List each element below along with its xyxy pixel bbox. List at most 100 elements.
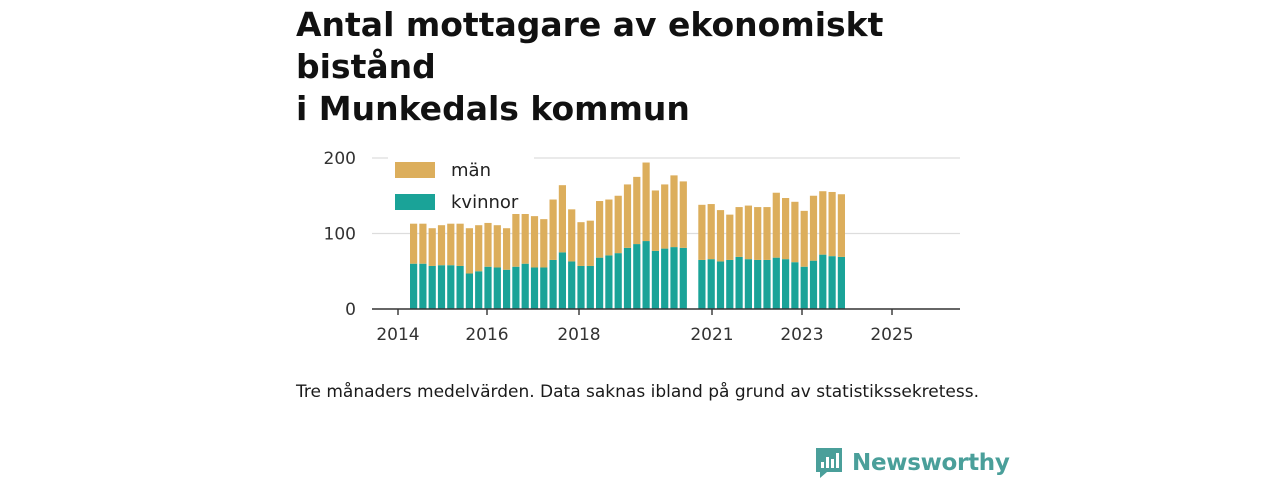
bar-kvinnor (819, 254, 827, 309)
bar-man (782, 198, 790, 260)
bar-man (605, 199, 613, 256)
bar-man (568, 209, 576, 262)
bar-man (716, 210, 725, 262)
bar-man (707, 204, 715, 260)
bar-man (809, 195, 818, 261)
bar-kvinnor (428, 265, 436, 309)
bar-man (614, 195, 622, 254)
bar-kvinnor (410, 263, 418, 309)
bar-man (437, 225, 446, 266)
bar-man (661, 184, 669, 249)
bar-man (800, 210, 808, 267)
bar-man (549, 199, 557, 260)
bar-man (521, 210, 529, 264)
bar-man (772, 192, 780, 258)
x-tick-label: 2014 (376, 325, 419, 345)
brand-name: Newsworthy (852, 450, 1010, 476)
x-tick-label: 2021 (690, 325, 733, 345)
bar-kvinnor (754, 259, 762, 309)
bar-kvinnor (698, 259, 706, 309)
chart-title: Antal mottagare av ekonomiskt bistånd i … (296, 4, 1016, 130)
bar-kvinnor (726, 259, 734, 309)
y-tick-label: 100 (324, 225, 356, 245)
bar-man (419, 223, 427, 264)
bar-man (698, 204, 706, 260)
y-tick-label: 0 (345, 300, 356, 320)
bar-man (670, 175, 678, 248)
bar-kvinnor (716, 261, 725, 309)
bar-man (837, 194, 845, 257)
bar-kvinnor (530, 267, 539, 309)
bar-kvinnor (651, 250, 659, 309)
legend-swatch (395, 194, 435, 210)
bar-kvinnor (549, 259, 557, 309)
bar-man (763, 207, 771, 260)
bar-kvinnor (437, 265, 446, 309)
bar-kvinnor (670, 247, 678, 309)
axes: 0 100 200 2014 2016 2018 2021 2023 2025 (324, 149, 960, 345)
bar-kvinnor (447, 265, 455, 309)
bar-man (651, 190, 659, 251)
bar-kvinnor (763, 259, 771, 309)
bar-kvinnor (791, 262, 799, 309)
bar-man (586, 220, 594, 266)
chart-title-line-1: Antal mottagare av ekonomiskt bistånd (296, 5, 884, 86)
newsworthy-logo-icon (816, 448, 842, 478)
x-tick-label: 2025 (870, 325, 913, 345)
bar-kvinnor (503, 269, 511, 309)
bar-man (428, 228, 436, 266)
legend-label: män (451, 160, 491, 181)
bar-man (540, 219, 548, 268)
x-tick-label: 2023 (780, 325, 823, 345)
x-tick-label: 2018 (557, 325, 600, 345)
bar-kvinnor (744, 259, 752, 309)
bar-man (633, 176, 641, 245)
y-tick-label: 200 (324, 149, 356, 169)
x-tick-label: 2016 (465, 325, 508, 345)
bar-chart: 0 100 200 2014 2016 2018 2021 2023 2025 män kvinn… (324, 149, 960, 345)
bar-kvinnor (605, 255, 613, 309)
bar-man (819, 191, 827, 255)
bar-man (530, 216, 539, 268)
legend: män kvinnor (388, 154, 534, 214)
bar-kvinnor (475, 271, 483, 309)
bar-kvinnor (540, 267, 548, 309)
bar-kvinnor (809, 260, 818, 309)
bars (410, 162, 845, 309)
bar-man (744, 205, 752, 260)
bar-man (456, 223, 464, 266)
bar-kvinnor (456, 265, 464, 309)
bar-kvinnor (586, 265, 594, 309)
chart-title-line-2: i Munkedals kommun (296, 89, 690, 128)
bar-kvinnor (419, 263, 427, 309)
bar-kvinnor (707, 259, 715, 309)
bar-kvinnor (782, 259, 790, 309)
bar-kvinnor (568, 261, 576, 309)
bar-kvinnor (661, 248, 669, 309)
legend-swatch (395, 162, 435, 178)
bar-man (828, 191, 836, 257)
bar-man (475, 225, 483, 272)
bar-kvinnor (558, 252, 566, 309)
brand-logo: Newsworthy (814, 446, 1010, 480)
chart-caption: Tre månaders medelvärden. Data saknas ib… (296, 382, 979, 402)
bar-kvinnor (614, 253, 622, 309)
bar-man (512, 213, 520, 267)
bar-kvinnor (577, 265, 585, 309)
bar-kvinnor (735, 256, 743, 309)
bar-man (503, 228, 511, 270)
bar-kvinnor (772, 257, 780, 309)
bar-man (754, 207, 762, 260)
bar-kvinnor (596, 257, 604, 309)
bar-man (484, 222, 492, 267)
bar-man (465, 228, 473, 274)
bar-man (735, 207, 743, 257)
bar-man (623, 184, 632, 248)
bar-kvinnor (484, 266, 492, 309)
bar-kvinnor (465, 273, 473, 309)
bar-man (558, 185, 566, 253)
bar-man (447, 223, 455, 266)
bar-man (679, 181, 687, 248)
bar-man (596, 201, 604, 258)
bar-man (577, 222, 585, 266)
